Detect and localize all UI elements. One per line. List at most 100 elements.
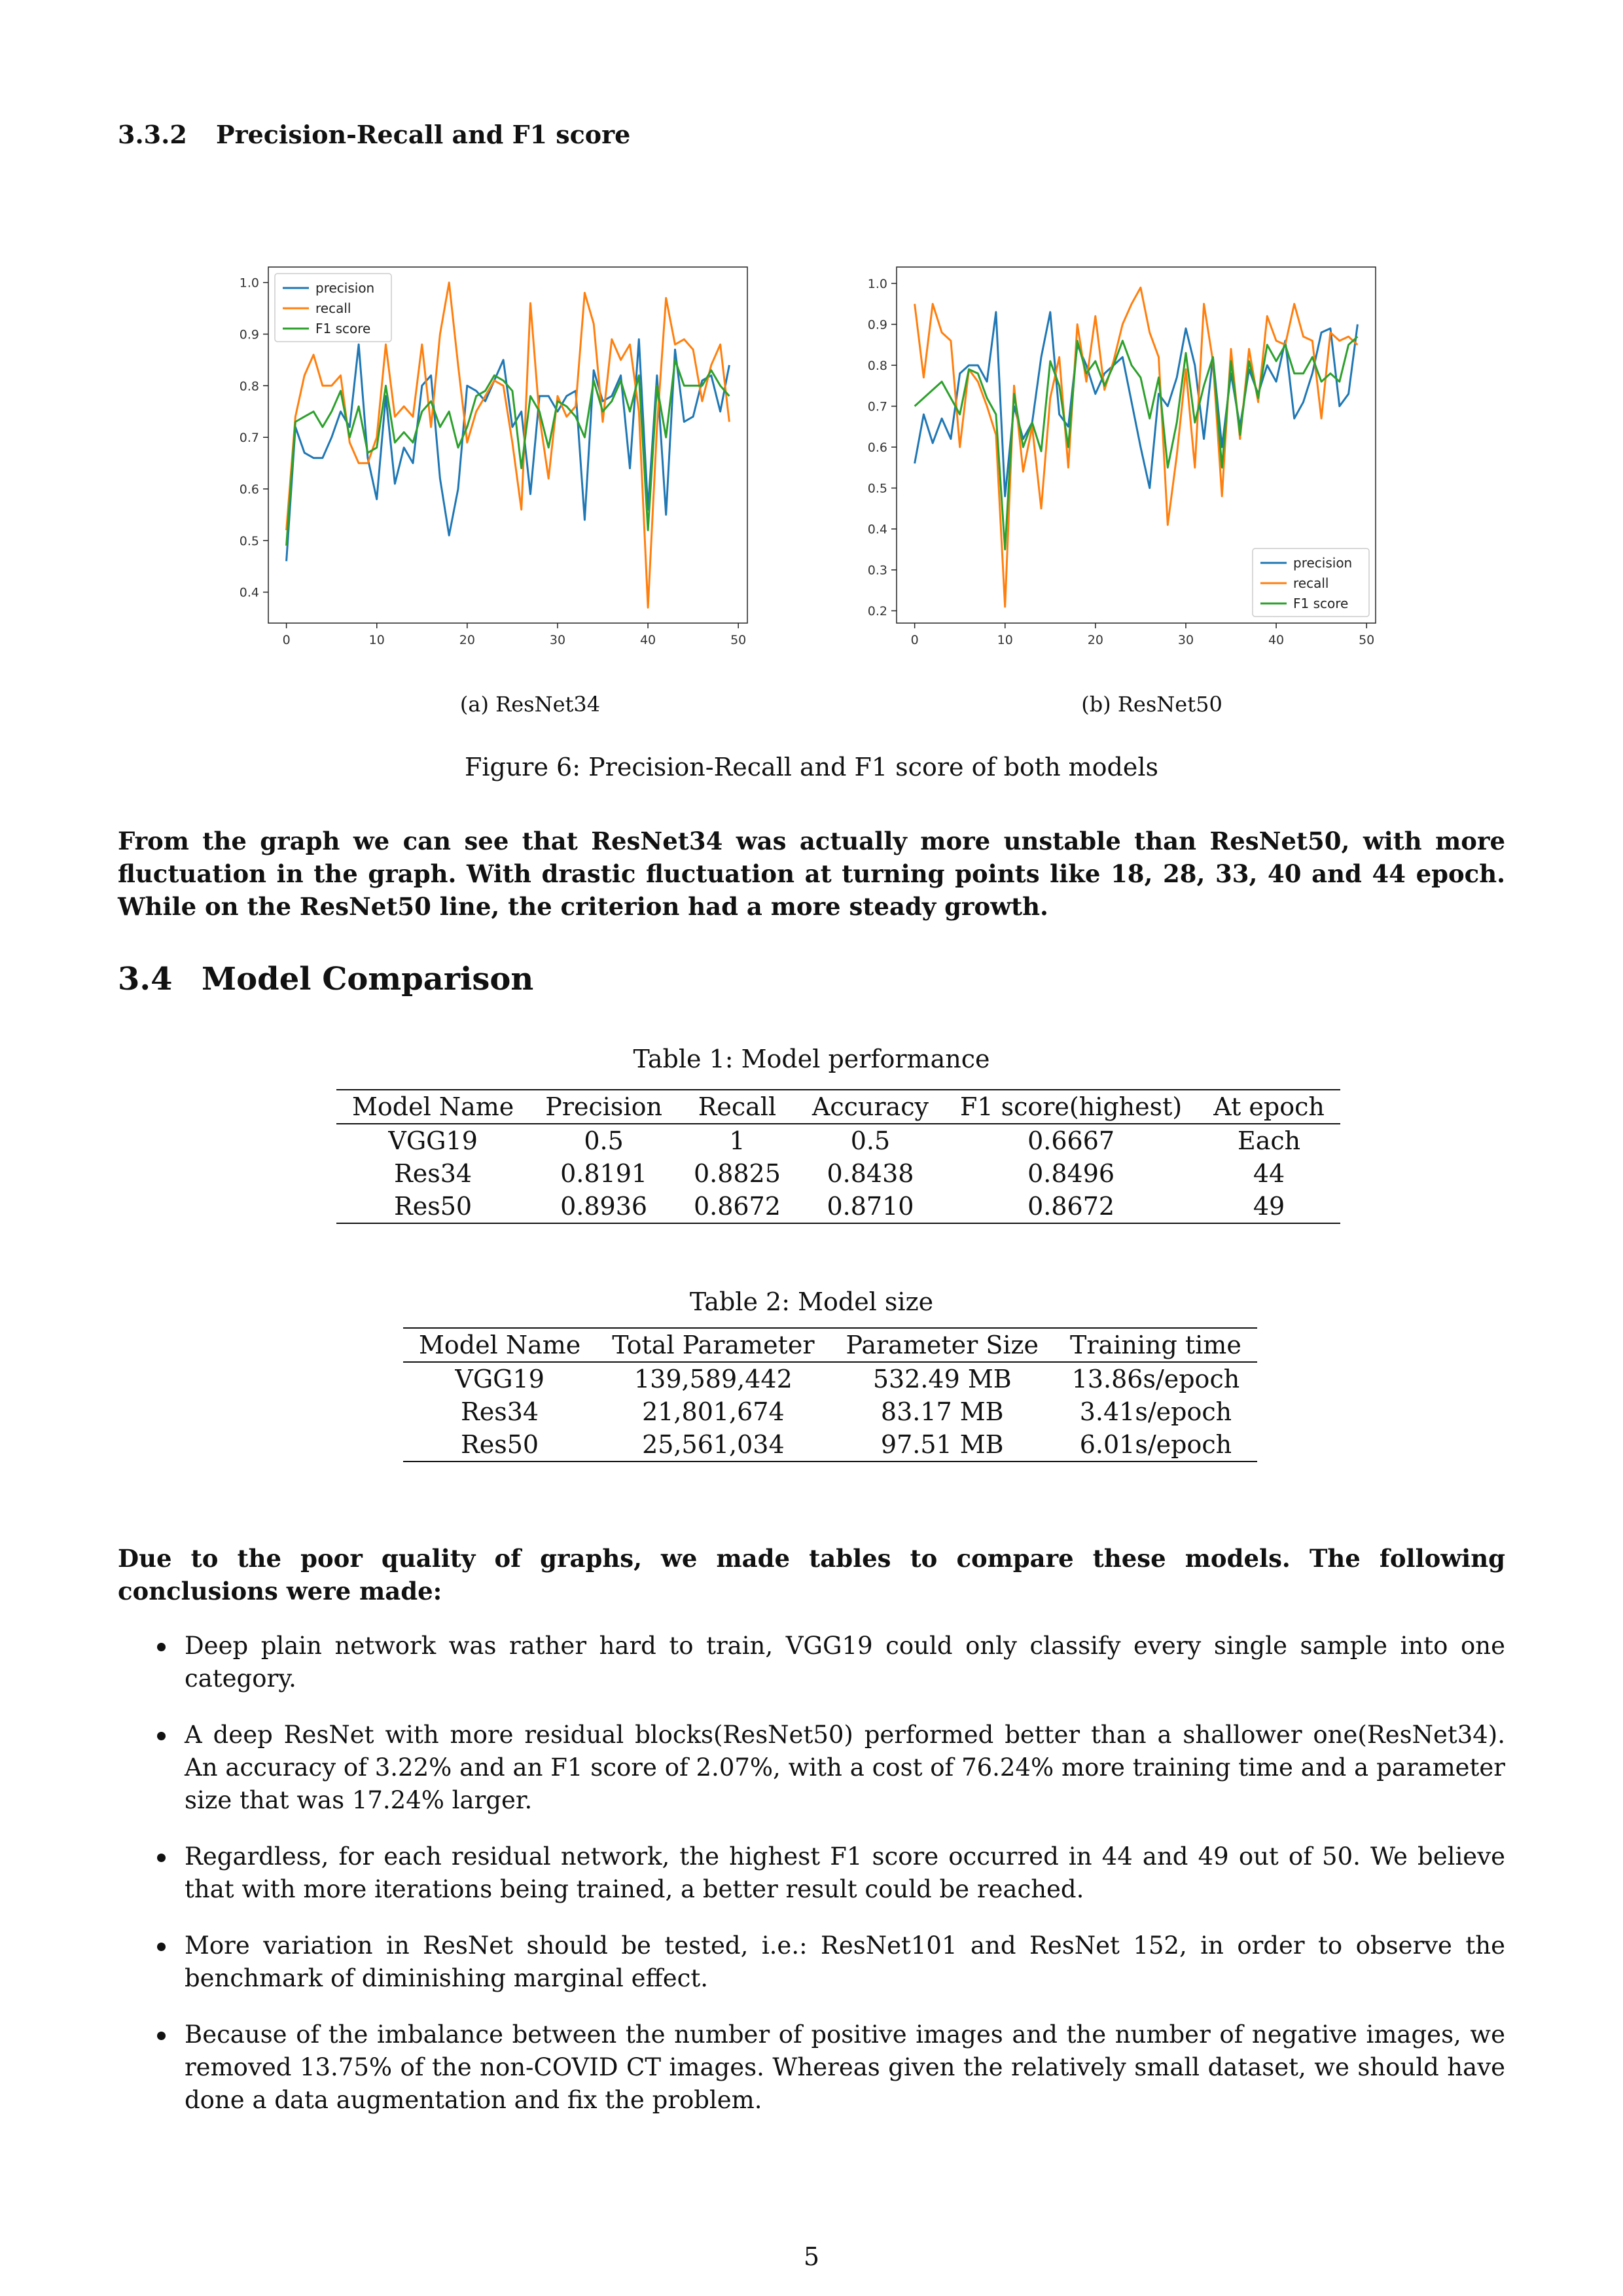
subcaption-a: (a) ResNet34 [459,692,601,717]
table-cell: 21,801,674 [642,1397,785,1426]
plot-frame [896,266,1376,624]
table-row: Res50 0.8936 0.8672 0.8710 0.8672 49 [336,1190,1340,1223]
list-item: Because of the imbalance between the num… [118,2018,1505,2117]
table-cell: 6.01s/epoch [1079,1430,1232,1459]
bullet-dot-icon [157,1854,166,1862]
x-tick-label: 0 [283,633,291,647]
legend-entry-label: recall [315,300,351,316]
y-tick-label: 0.6 [240,482,259,497]
y-tick-label: 0.7 [240,431,259,445]
x-tick-label: 40 [640,633,656,647]
table-cell: 0.8438 [827,1159,914,1188]
x-tick-label: 30 [1178,633,1194,647]
table-row: VGG19 0.5 1 0.5 0.6667 Each [336,1124,1340,1157]
table-cell: 0.5 [850,1126,891,1155]
x-tick-label: 30 [550,633,565,647]
list-item-text: Deep plain network was rather hard to tr… [185,1632,1505,1693]
subsection-title: Precision-Recall and F1 score [216,120,631,149]
x-tick-label: 50 [1359,633,1374,647]
column-header: Model Name [419,1331,581,1359]
table-cell: Each [1237,1126,1301,1155]
table-cell: 0.8672 [693,1192,781,1221]
table-header-row: Model Name Total Parameter Parameter Size T… [403,1328,1257,1362]
chart-resnet34: 0 10 20 30 40 50 0.4 0.5 0.6 0.7 0.8 0.9 1.0 precisio… [216,255,759,661]
x-tick-label: 0 [911,633,919,647]
y-tick-label: 0.2 [868,604,887,619]
series-line-recall [285,281,730,609]
y-tick-label: 0.6 [868,440,887,455]
chart-resnet50-svg: 0 10 20 30 40 50 0.2 0.3 0.4 0.5 0.6 0.7 0.8 0.9 1.0 pr… [868,266,1376,647]
table-cell: 0.8936 [560,1192,648,1221]
x-tick-label: 10 [997,633,1013,647]
series-line-f1-score [914,336,1359,550]
table-cell: 0.6667 [1027,1126,1115,1155]
series-line-f1-score [285,359,730,546]
table-cell: 0.8191 [560,1159,648,1188]
list-item-text: Regardless, for each residual network, t… [185,1842,1505,1903]
list-item: Regardless, for each residual network, t… [118,1840,1505,1906]
table-cell: 83.17 MB [880,1397,1004,1426]
table-header-row: Model Name Precision Recall Accuracy F1 scor… [336,1090,1340,1124]
x-tick-label: 10 [369,633,385,647]
list-item-text: Because of the imbalance between the num… [185,2020,1505,2114]
bullet-dot-icon [157,1943,166,1951]
legend-entry-label: F1 score [1293,596,1348,611]
table-cell: 0.8710 [827,1192,914,1221]
table-cell: Res50 [394,1192,473,1221]
x-tick-label: 40 [1268,633,1284,647]
legend-entry-label: precision [315,280,374,296]
x-tick-label: 20 [1088,633,1103,647]
column-header: Recall [698,1092,777,1121]
legend-entry-label: recall [1293,575,1329,591]
table-row: Res34 0.8191 0.8825 0.8438 0.8496 44 [336,1157,1340,1190]
table-cell: 25,561,034 [642,1430,785,1459]
table-cell: 44 [1253,1159,1285,1188]
conclusion-list: Deep plain network was rather hard to tr… [118,1630,1505,2140]
table-cell: Res34 [461,1397,539,1426]
list-item: Deep plain network was rather hard to tr… [118,1630,1505,1695]
list-item: More variation in ResNet should be teste… [118,1929,1505,1995]
model-size-table: Model Name Total Parameter Parameter Size T… [403,1327,1257,1462]
subsection-number: 3.3.2 [118,120,187,149]
table-cell: VGG19 [455,1365,544,1393]
table-cell: 139,589,442 [634,1365,793,1393]
table-row: Res34 21,801,674 83.17 MB 3.41s/epoch [403,1395,1257,1428]
section-heading: 3.4 Model Comparison [118,961,533,997]
column-header: Total Parameter [612,1331,815,1359]
x-tick-label: 50 [730,633,746,647]
y-tick-label: 1.0 [868,277,887,291]
y-tick-label: 0.9 [868,318,887,332]
table-cell: 0.8496 [1027,1159,1115,1188]
table-cell: 0.8825 [693,1159,781,1188]
table-cell: 13.86s/epoch [1071,1365,1240,1393]
subcaption-b: (b) ResNet50 [1081,692,1222,717]
chart-resnet50: 0 10 20 30 40 50 0.2 0.3 0.4 0.5 0.6 0.7 0.8 0.9 1.0 pr… [844,255,1387,661]
table-cell: Res50 [461,1430,539,1459]
y-tick-label: 0.5 [240,534,259,548]
legend-entry-label: precision [1293,555,1352,571]
column-header: Accuracy [812,1092,929,1121]
legend-box [274,273,392,342]
table-cell: 97.51 MB [880,1430,1004,1459]
y-tick-label: 0.4 [868,522,887,537]
column-header: Parameter Size [846,1331,1039,1359]
series-line-precision [914,311,1359,497]
table-cell: 0.8672 [1027,1192,1115,1221]
chart-resnet34-svg: 0 10 20 30 40 50 0.4 0.5 0.6 0.7 0.8 0.9 1.0 precisio… [240,266,748,647]
plot-frame [268,266,748,624]
bullet-dot-icon [157,1732,166,1740]
list-item-text: A deep ResNet with more residual blocks(… [185,1721,1505,1814]
bullet-dot-icon [157,1643,166,1651]
section-number: 3.4 [118,961,173,997]
series-line-recall [914,286,1359,608]
table-cell: 0.5 [584,1126,624,1155]
list-item: A deep ResNet with more residual blocks(… [118,1719,1505,1817]
table-row: Res50 25,561,034 97.51 MB 6.01s/epoch [403,1428,1257,1462]
table2-caption: Table 2: Model size [689,1287,934,1316]
legend-box [1252,548,1370,617]
y-tick-label: 0.7 [868,400,887,414]
table-cell: 49 [1253,1192,1285,1221]
analysis-paragraph: From the graph we can see that ResNet34 … [118,827,1505,921]
bullet-dot-icon [157,2032,166,2040]
y-tick-label: 0.5 [868,482,887,496]
